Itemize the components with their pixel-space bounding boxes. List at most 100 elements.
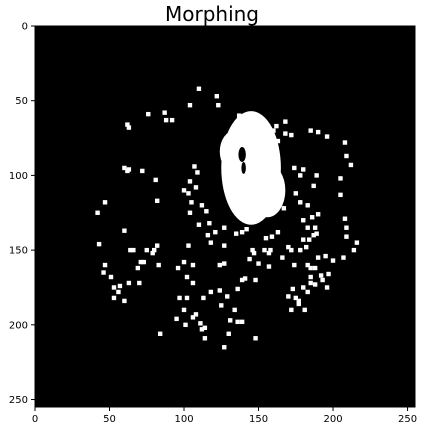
white-pixel xyxy=(308,274,313,280)
white-pixel xyxy=(251,250,257,256)
white-pixel xyxy=(95,210,100,215)
x-tick-label: 0 xyxy=(32,414,38,425)
white-pixel xyxy=(163,117,169,123)
white-pixel xyxy=(196,222,202,227)
white-pixel xyxy=(315,212,321,217)
white-pixel xyxy=(318,273,324,278)
x-tick-label: 150 xyxy=(249,414,268,425)
plot-area xyxy=(35,26,415,407)
white-pixel xyxy=(154,198,160,204)
white-pixel xyxy=(253,336,258,341)
white-pixel xyxy=(326,271,331,277)
white-pixel xyxy=(305,203,310,208)
white-pixel xyxy=(301,218,306,223)
white-pixel xyxy=(156,262,161,268)
white-pixel xyxy=(283,119,288,124)
white-blob xyxy=(219,130,250,173)
white-pixel xyxy=(266,264,272,269)
y-tick-label: 150 xyxy=(9,246,28,257)
white-pixel xyxy=(301,167,306,172)
white-pixel xyxy=(157,331,163,336)
white-pixel xyxy=(183,322,188,328)
white-pixel xyxy=(198,321,203,326)
white-pixel xyxy=(274,123,279,129)
white-pixel xyxy=(202,325,208,331)
white-pixel xyxy=(190,280,196,286)
white-pixel xyxy=(312,282,318,287)
white-pixel xyxy=(315,255,321,260)
white-pixel xyxy=(275,229,281,235)
white-pixel xyxy=(306,237,312,242)
white-pixel xyxy=(239,277,245,283)
white-pixel xyxy=(125,122,130,127)
white-pixel xyxy=(263,235,269,241)
white-pixel xyxy=(315,129,321,135)
white-pixel xyxy=(292,165,297,171)
white-pixel xyxy=(293,191,298,196)
white-pixel xyxy=(202,336,208,341)
white-pixel xyxy=(128,247,133,253)
white-pixel xyxy=(181,188,187,193)
white-pixel xyxy=(344,234,349,239)
white-pixel xyxy=(222,225,227,230)
white-pixel xyxy=(102,262,108,268)
white-pixel xyxy=(253,277,258,283)
white-pixel xyxy=(153,177,158,183)
white-pixel xyxy=(262,123,267,129)
white-pixel xyxy=(217,262,222,268)
y-tick-label: 200 xyxy=(9,320,28,331)
white-pixel xyxy=(208,289,214,295)
white-pixel xyxy=(111,295,117,301)
white-pixel xyxy=(296,301,301,307)
x-tick-label: 100 xyxy=(174,414,193,425)
white-pixel xyxy=(190,262,196,268)
white-pixel xyxy=(301,237,306,242)
white-pixel xyxy=(314,231,319,236)
white-pixel xyxy=(236,113,242,118)
white-pixel xyxy=(192,164,197,169)
chart-title: Morphing xyxy=(164,2,259,26)
white-pixel xyxy=(320,277,325,283)
white-pixel xyxy=(250,247,255,253)
white-pixel xyxy=(312,265,318,271)
white-pixel xyxy=(213,229,218,235)
y-tick-label: 250 xyxy=(9,395,28,406)
white-pixel xyxy=(314,173,319,178)
white-pixel xyxy=(205,232,211,238)
white-pixel xyxy=(222,345,227,350)
white-pixel xyxy=(190,315,196,320)
white-pixel xyxy=(116,289,121,295)
white-pixel xyxy=(117,283,123,289)
white-pixel xyxy=(122,165,127,171)
white-pixel xyxy=(196,86,202,91)
white-pixel xyxy=(341,255,346,260)
white-pixel xyxy=(275,138,281,144)
white-pixel xyxy=(301,285,306,290)
white-blob xyxy=(249,163,286,218)
white-pixel xyxy=(269,234,275,239)
white-pixel xyxy=(162,110,167,115)
white-pixel xyxy=(305,289,310,295)
y-tick-label: 0 xyxy=(22,22,28,33)
white-pixel xyxy=(242,276,248,281)
white-pixel xyxy=(239,229,245,235)
white-pixel xyxy=(101,270,106,275)
white-pixel xyxy=(324,134,330,139)
white-pixel xyxy=(146,111,151,117)
white-pixel xyxy=(186,191,191,196)
white-pixel xyxy=(286,244,291,250)
white-pixel xyxy=(201,295,206,301)
white-pixel xyxy=(177,295,182,301)
white-pixel xyxy=(126,125,132,130)
white-pixel xyxy=(208,240,214,245)
white-pixel xyxy=(195,170,200,175)
white-pixel xyxy=(281,206,287,211)
white-pixel xyxy=(126,280,132,286)
white-pixel xyxy=(235,286,240,292)
white-pixel xyxy=(214,94,220,99)
white-pixel xyxy=(308,280,313,286)
white-pixel xyxy=(122,228,127,233)
white-pixel xyxy=(187,210,193,215)
white-pixel xyxy=(304,244,309,250)
